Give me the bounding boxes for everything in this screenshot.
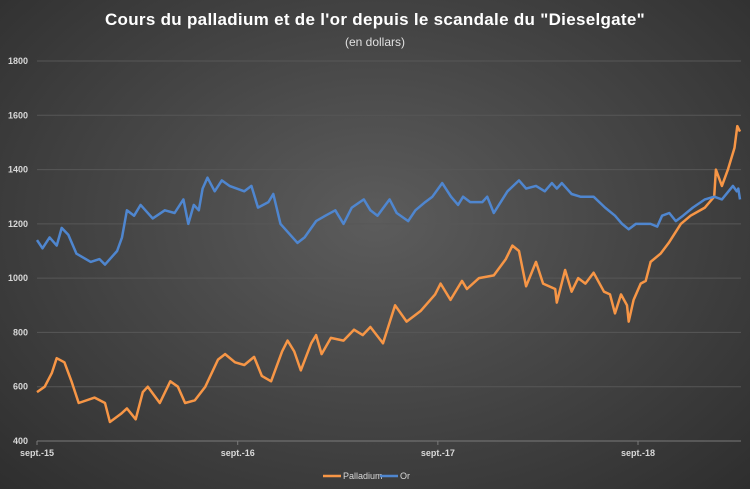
- legend-label: Or: [400, 471, 410, 481]
- y-tick-label: 400: [13, 436, 28, 446]
- series-line-palladium: [36, 124, 742, 424]
- x-tick-label: sept.-17: [421, 448, 455, 458]
- x-tick-label: sept.-16: [221, 448, 255, 458]
- y-tick-label: 1600: [8, 110, 28, 120]
- x-tick-label: sept.-15: [20, 448, 54, 458]
- x-tick-label: sept.-18: [621, 448, 655, 458]
- y-tick-label: 1200: [8, 219, 28, 229]
- chart-title: Cours du palladium et de l'or depuis le …: [104, 10, 646, 29]
- y-tick-label: 1800: [8, 56, 28, 66]
- legend-label: Palladium: [343, 471, 383, 481]
- y-tick-label: 800: [13, 327, 28, 337]
- series-line-or: [35, 176, 742, 266]
- y-tick-label: 600: [13, 382, 28, 392]
- chart-subtitle: (en dollars): [344, 35, 406, 49]
- y-tick-label: 1000: [8, 273, 28, 283]
- y-tick-label: 1400: [8, 165, 28, 175]
